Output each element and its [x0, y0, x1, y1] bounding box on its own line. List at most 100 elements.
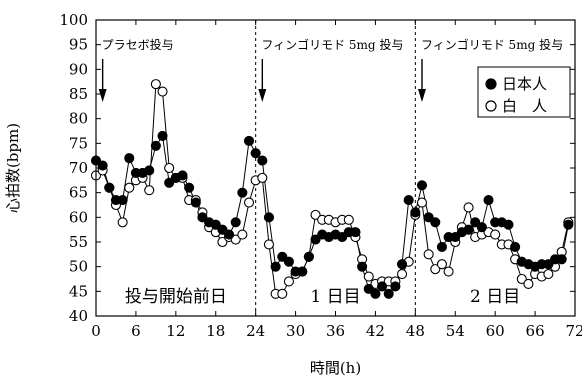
- data-point-open: [436, 259, 447, 270]
- series-line: [95, 134, 569, 295]
- phase-label-group: 投与開始前日 1 日目 2 日目: [125, 287, 520, 307]
- x-axis-title: 時間(h): [310, 359, 361, 376]
- phase-label: 1 日目: [310, 287, 360, 307]
- data-point-open: [423, 249, 434, 260]
- data-point-open: [443, 266, 454, 277]
- data-point-open: [543, 269, 554, 280]
- data-point-filled: [463, 224, 474, 235]
- data-point-open: [343, 214, 354, 225]
- data-point-filled: [177, 170, 188, 181]
- y-tick-label: 40: [69, 307, 88, 325]
- data-point-filled: [297, 266, 308, 277]
- data-point-open: [257, 172, 268, 183]
- y-tick-label: 75: [69, 134, 88, 152]
- x-tick-label: 72: [565, 322, 582, 340]
- x-tick-label: 18: [206, 322, 225, 340]
- data-point-open: [157, 86, 168, 97]
- data-point-filled: [450, 232, 461, 243]
- data-point-filled: [503, 219, 514, 230]
- data-point-filled: [97, 160, 108, 171]
- data-point-filled: [350, 227, 361, 238]
- series-group: [90, 79, 574, 299]
- data-point-filled: [416, 180, 428, 191]
- data-point-open: [283, 276, 294, 287]
- phase-label: 2 日目: [470, 287, 520, 307]
- data-point-open: [490, 229, 501, 240]
- data-point-open: [523, 278, 534, 289]
- data-point-filled: [217, 224, 228, 235]
- data-point-open: [230, 234, 241, 245]
- data-point-filled: [104, 182, 115, 193]
- dose-annotation: フィンゴリモド 5mg 投与: [421, 37, 563, 52]
- data-point-filled: [476, 222, 487, 233]
- x-tick-label: 36: [326, 322, 345, 340]
- vline-group: [255, 20, 416, 316]
- data-point-filled: [510, 241, 521, 252]
- data-point-filled: [556, 254, 567, 265]
- data-point-open: [217, 236, 228, 248]
- x-tick-label: 0: [91, 322, 101, 340]
- data-point-filled: [396, 259, 408, 270]
- data-point-open: [396, 269, 408, 280]
- data-point-filled: [543, 259, 554, 270]
- x-tick-label: 48: [406, 322, 425, 340]
- data-point-filled: [257, 155, 268, 166]
- data-point-open: [416, 197, 428, 208]
- data-point-filled: [144, 165, 155, 176]
- data-point-filled: [310, 234, 321, 245]
- dose-annotation: プラセボ投与: [102, 37, 174, 52]
- data-point-filled: [383, 288, 394, 299]
- x-tick-label: 24: [246, 322, 265, 340]
- x-tick-label: 60: [486, 322, 505, 340]
- data-point-filled: [157, 130, 168, 141]
- data-point-open: [463, 202, 474, 213]
- data-point-filled: [430, 217, 441, 228]
- data-point-filled: [184, 182, 195, 193]
- legend-marker: [485, 100, 497, 112]
- data-point-filled: [377, 281, 388, 292]
- data-point-filled: [243, 135, 255, 146]
- axes-group: 40 45 50 55 60 65 70 75 80 85 90 95 100 0 6 12 18 24 30 36 4…: [59, 11, 582, 340]
- data-point-open: [144, 185, 155, 196]
- legend-label: 日本人: [502, 75, 547, 93]
- data-point-open: [516, 273, 527, 285]
- data-point-filled: [164, 177, 175, 188]
- data-point-filled: [423, 212, 434, 223]
- data-point-filled: [210, 219, 221, 230]
- dose-arrow-head: [258, 89, 267, 102]
- data-point-open: [150, 79, 161, 90]
- data-point-filled: [270, 261, 281, 272]
- data-point-filled: [390, 281, 401, 292]
- legend-label: 白 人: [502, 97, 547, 115]
- y-tick-label: 85: [69, 85, 88, 103]
- y-tick-label: 60: [69, 208, 88, 226]
- data-point-filled: [117, 195, 128, 206]
- data-point-open: [237, 229, 248, 240]
- data-point-filled: [436, 241, 447, 252]
- data-point-open: [263, 239, 275, 250]
- data-point-filled: [277, 251, 288, 262]
- data-point-filled: [403, 195, 414, 206]
- phase-label: 投与開始前日: [125, 287, 227, 307]
- data-point-filled: [470, 217, 481, 228]
- data-point-filled: [337, 232, 348, 243]
- data-point-filled: [563, 219, 574, 230]
- y-tick-label: 90: [69, 60, 88, 78]
- y-tick-label: 50: [69, 258, 88, 276]
- y-tick-label: 45: [69, 282, 88, 300]
- y-tick-label: 100: [59, 11, 88, 29]
- data-point-open: [243, 197, 255, 208]
- data-point-open: [117, 217, 128, 228]
- data-point-open: [277, 288, 288, 299]
- data-point-open: [363, 271, 374, 282]
- data-point-filled: [197, 212, 208, 223]
- x-tick-label: 12: [166, 322, 185, 340]
- data-point-filled: [237, 187, 248, 198]
- dose-arrow-head: [98, 89, 107, 102]
- data-point-filled: [150, 140, 161, 151]
- data-point-filled: [370, 288, 381, 299]
- x-tick-label: 30: [286, 322, 305, 340]
- data-point-filled: [224, 229, 235, 240]
- x-tick-label: 6: [131, 322, 141, 340]
